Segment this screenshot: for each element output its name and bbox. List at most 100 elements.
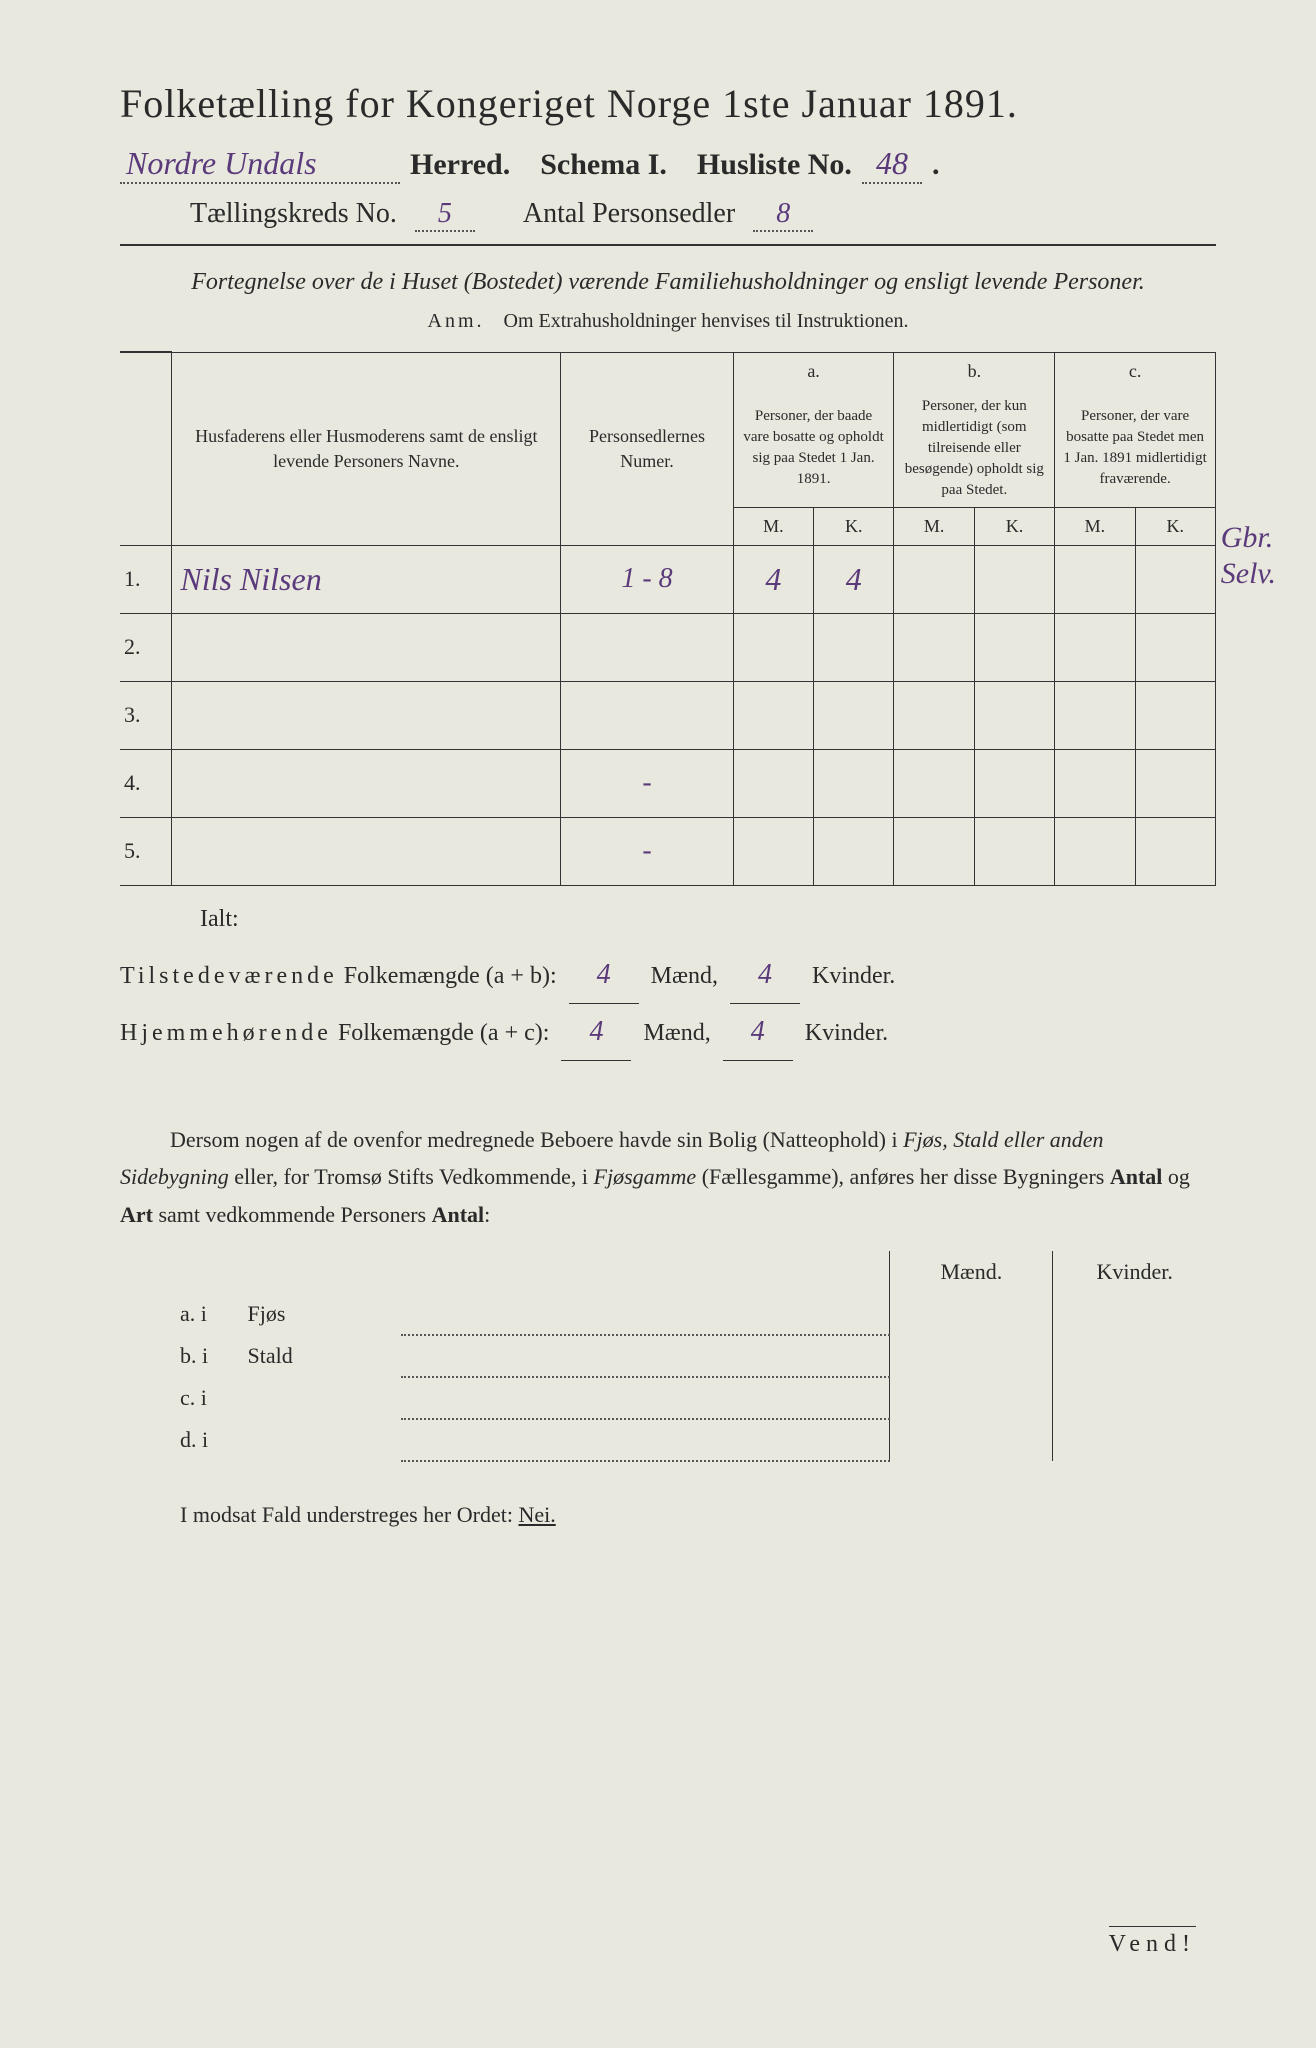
- line1-m: 4: [569, 947, 639, 1004]
- sub-m: [890, 1377, 1053, 1419]
- row-number: 5.: [120, 817, 172, 885]
- vend-label: Vend!: [1109, 1926, 1196, 1958]
- row-b-m: [894, 681, 974, 749]
- sub-name: [238, 1419, 401, 1461]
- divider: [120, 244, 1216, 246]
- col-name-header: Husfaderens eller Husmoderens samt de en…: [172, 352, 561, 545]
- row-a-k: [814, 749, 894, 817]
- row-a-m: 4: [733, 545, 813, 613]
- margin-note: Gbr. Selv.: [1221, 520, 1276, 592]
- row-pers: -: [561, 817, 733, 885]
- husliste-label: Husliste No.: [697, 148, 852, 182]
- page-title: Folketælling for Kongeriget Norge 1ste J…: [120, 80, 1216, 127]
- antal-value: 8: [753, 198, 813, 232]
- sub-m: [890, 1419, 1053, 1461]
- col-b-label: b.: [894, 352, 1055, 390]
- subtitle: Fortegnelse over de i Huset (Bostedet) v…: [120, 264, 1216, 300]
- col-c-label: c.: [1055, 352, 1216, 390]
- totals-block: Tilstedeværende Tilstedeværende Folkemæn…: [120, 947, 1216, 1061]
- main-table: Husfaderens eller Husmoderens samt de en…: [120, 351, 1216, 886]
- row-b-k: [974, 681, 1054, 749]
- sub-m: [890, 1335, 1053, 1377]
- col-b-header: Personer, der kun midlertidigt (som tilr…: [894, 390, 1055, 508]
- subtable-maend: Mænd.: [890, 1251, 1053, 1293]
- row-c-k: [1135, 817, 1215, 885]
- subtable-row: d. i: [120, 1419, 1216, 1461]
- sub-k: [1053, 1419, 1216, 1461]
- mk-header: K.: [974, 507, 1054, 545]
- row-name: [172, 749, 561, 817]
- herred-value: Nordre Undals: [120, 145, 400, 184]
- sub-label: b. i: [120, 1335, 238, 1377]
- line2-k: 4: [723, 1004, 793, 1061]
- sub-dotfill: [401, 1377, 890, 1419]
- building-table: Mænd. Kvinder. a. i Fjøs b. i Stald c. i…: [120, 1251, 1216, 1462]
- mk-header: K.: [814, 507, 894, 545]
- subtable-row: c. i: [120, 1377, 1216, 1419]
- sub-name: Fjøs: [238, 1293, 401, 1335]
- table-row: 1. Nils Nilsen 1 - 8 4 4: [120, 545, 1216, 613]
- line2-m: 4: [561, 1004, 631, 1061]
- col-a-label: a.: [733, 352, 894, 390]
- sub-k: [1053, 1335, 1216, 1377]
- table-row: 2.: [120, 613, 1216, 681]
- row-c-k: [1135, 613, 1215, 681]
- row-a-m: [733, 749, 813, 817]
- sub-label: c. i: [120, 1377, 238, 1419]
- sub-dotfill: [401, 1293, 890, 1335]
- row-pers: [561, 681, 733, 749]
- row-b-k: [974, 817, 1054, 885]
- sub-k: [1053, 1377, 1216, 1419]
- row-name: Nils Nilsen: [172, 545, 561, 613]
- row-a-m: [733, 681, 813, 749]
- row-number: 3.: [120, 681, 172, 749]
- anm-text: Om Extrahusholdninger henvises til Instr…: [504, 310, 909, 332]
- row-name: [172, 681, 561, 749]
- row-number: 1.: [120, 545, 172, 613]
- line1-k: 4: [730, 947, 800, 1004]
- row-c-m: [1055, 681, 1135, 749]
- mk-header: M.: [894, 507, 974, 545]
- table-row: 5. -: [120, 817, 1216, 885]
- subtable-kvinder: Kvinder.: [1053, 1251, 1216, 1293]
- row-a-m: [733, 817, 813, 885]
- row-c-k: [1135, 749, 1215, 817]
- subtable-row: a. i Fjøs: [120, 1293, 1216, 1335]
- sub-dotfill: [401, 1335, 890, 1377]
- nei-line: I modsat Fald understreges her Ordet: Ne…: [120, 1502, 1216, 1528]
- row-b-k: [974, 749, 1054, 817]
- sub-m: [890, 1293, 1053, 1335]
- totals-line-1: Tilstedeværende Tilstedeværende Folkemæn…: [120, 947, 1216, 1004]
- antal-label: Antal Personsedler: [523, 198, 735, 230]
- sub-dotfill: [401, 1419, 890, 1461]
- header-line-herred: Nordre Undals Herred. Schema I. Husliste…: [120, 145, 1216, 184]
- row-a-k: 4: [814, 545, 894, 613]
- totals-line-2: Hjemmehørende Folkemængde (a + c): 4 Mæn…: [120, 1004, 1216, 1061]
- row-b-k: [974, 613, 1054, 681]
- schema-label: Schema I.: [540, 148, 667, 182]
- sub-k: [1053, 1293, 1216, 1335]
- row-c-m: [1055, 749, 1135, 817]
- table-row: 3.: [120, 681, 1216, 749]
- row-a-k: [814, 613, 894, 681]
- mk-header: M.: [733, 507, 813, 545]
- sub-label: a. i: [120, 1293, 238, 1335]
- row-a-k: [814, 681, 894, 749]
- mk-header: M.: [1055, 507, 1135, 545]
- building-paragraph: Dersom nogen af de ovenfor medregnede Be…: [120, 1121, 1216, 1233]
- row-c-k: [1135, 681, 1215, 749]
- row-b-m: [894, 545, 974, 613]
- row-pers: 1 - 8: [561, 545, 733, 613]
- subtable-row: b. i Stald: [120, 1335, 1216, 1377]
- sub-name: Stald: [238, 1335, 401, 1377]
- ialt-label: Ialt:: [120, 906, 1216, 933]
- row-b-m: [894, 613, 974, 681]
- row-c-m: [1055, 613, 1135, 681]
- row-a-m: [733, 613, 813, 681]
- row-a-k: [814, 817, 894, 885]
- table-row: 4. -: [120, 749, 1216, 817]
- row-name: [172, 613, 561, 681]
- col-pers-header: Personsedlernes Numer.: [561, 352, 733, 545]
- row-c-m: [1055, 545, 1135, 613]
- row-number: 2.: [120, 613, 172, 681]
